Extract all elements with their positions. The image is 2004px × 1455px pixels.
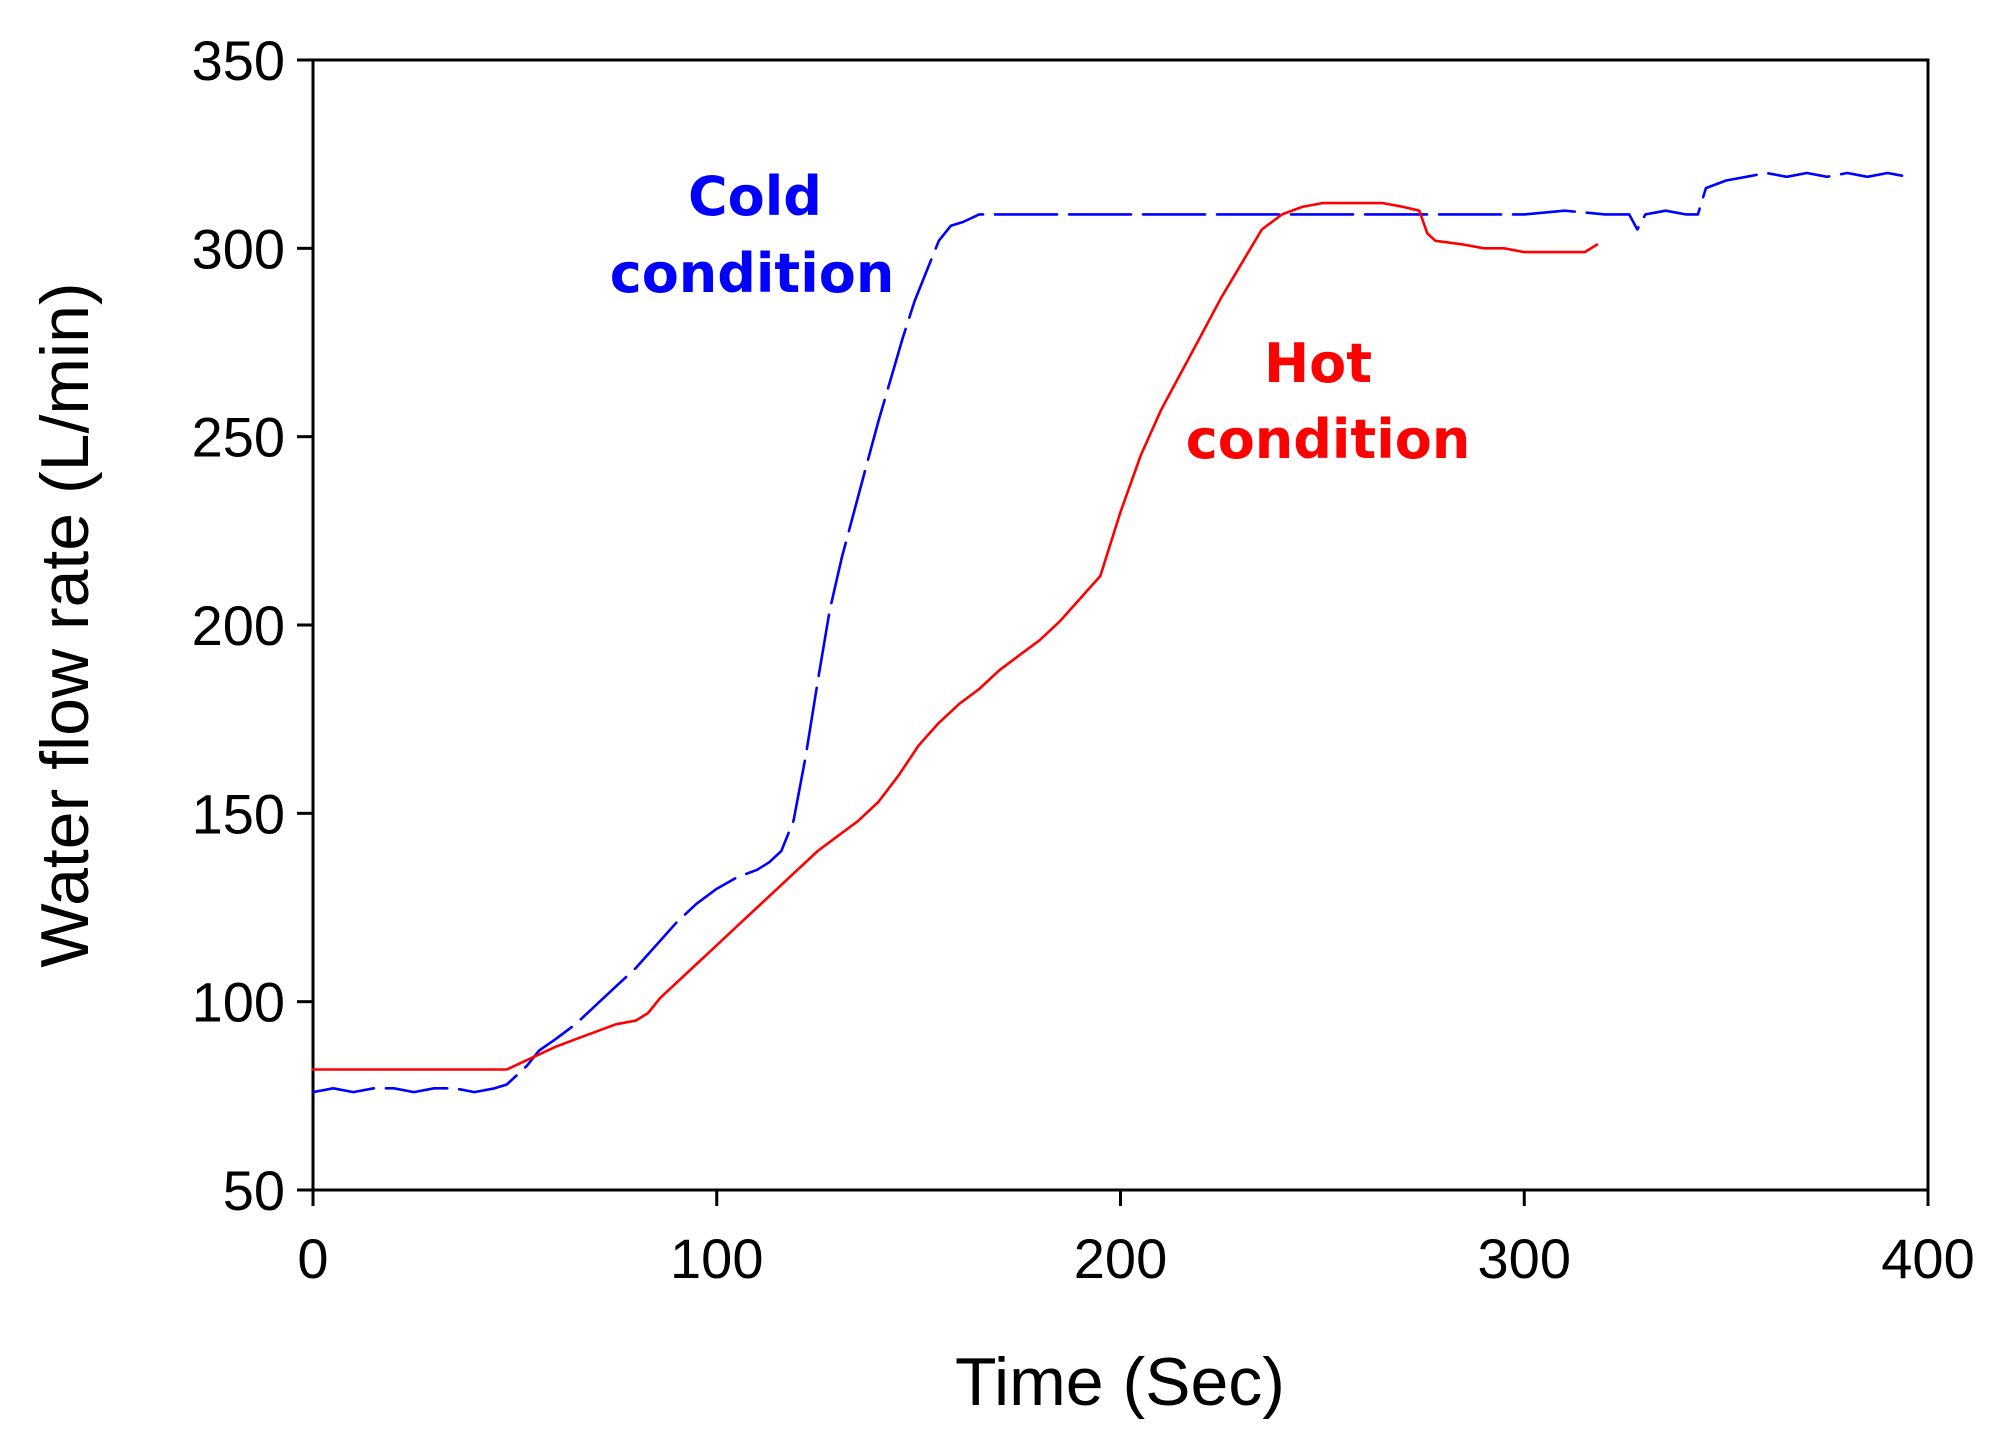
series-layer: [311, 171, 1910, 1094]
x-axis: 0 100 200 300 400: [297, 1190, 1975, 1290]
y-axis-title: Water flow rate (L/min): [27, 282, 103, 967]
x-tick-label: 0: [297, 1227, 328, 1290]
annotation-hot-line1: Hot: [1264, 332, 1372, 395]
y-tick-label: 250: [192, 406, 285, 469]
y-tick-label: 300: [192, 217, 285, 280]
y-tick-label: 100: [192, 971, 285, 1034]
x-tick-label: 300: [1478, 1227, 1571, 1290]
y-tick-label: 350: [192, 29, 285, 92]
x-tick-label: 200: [1074, 1227, 1167, 1290]
series-line-hot: [311, 201, 1599, 1071]
annotation-hot-line2: condition: [1186, 408, 1471, 471]
annotation-cold-line1: Cold: [688, 165, 822, 228]
y-tick-label: 50: [223, 1159, 285, 1222]
y-axis: 50 100 150 200 250 300 350: [192, 29, 313, 1222]
y-tick-label: 150: [192, 782, 285, 845]
x-tick-label: 100: [670, 1227, 763, 1290]
x-tick-label: 400: [1881, 1227, 1974, 1290]
y-tick-label: 200: [192, 594, 285, 657]
annotation-cold-line2: condition: [610, 242, 895, 305]
plot-frame: [311, 58, 1930, 1192]
series-line-cold: [311, 171, 1910, 1094]
x-axis-title: Time (Sec): [955, 1344, 1285, 1420]
